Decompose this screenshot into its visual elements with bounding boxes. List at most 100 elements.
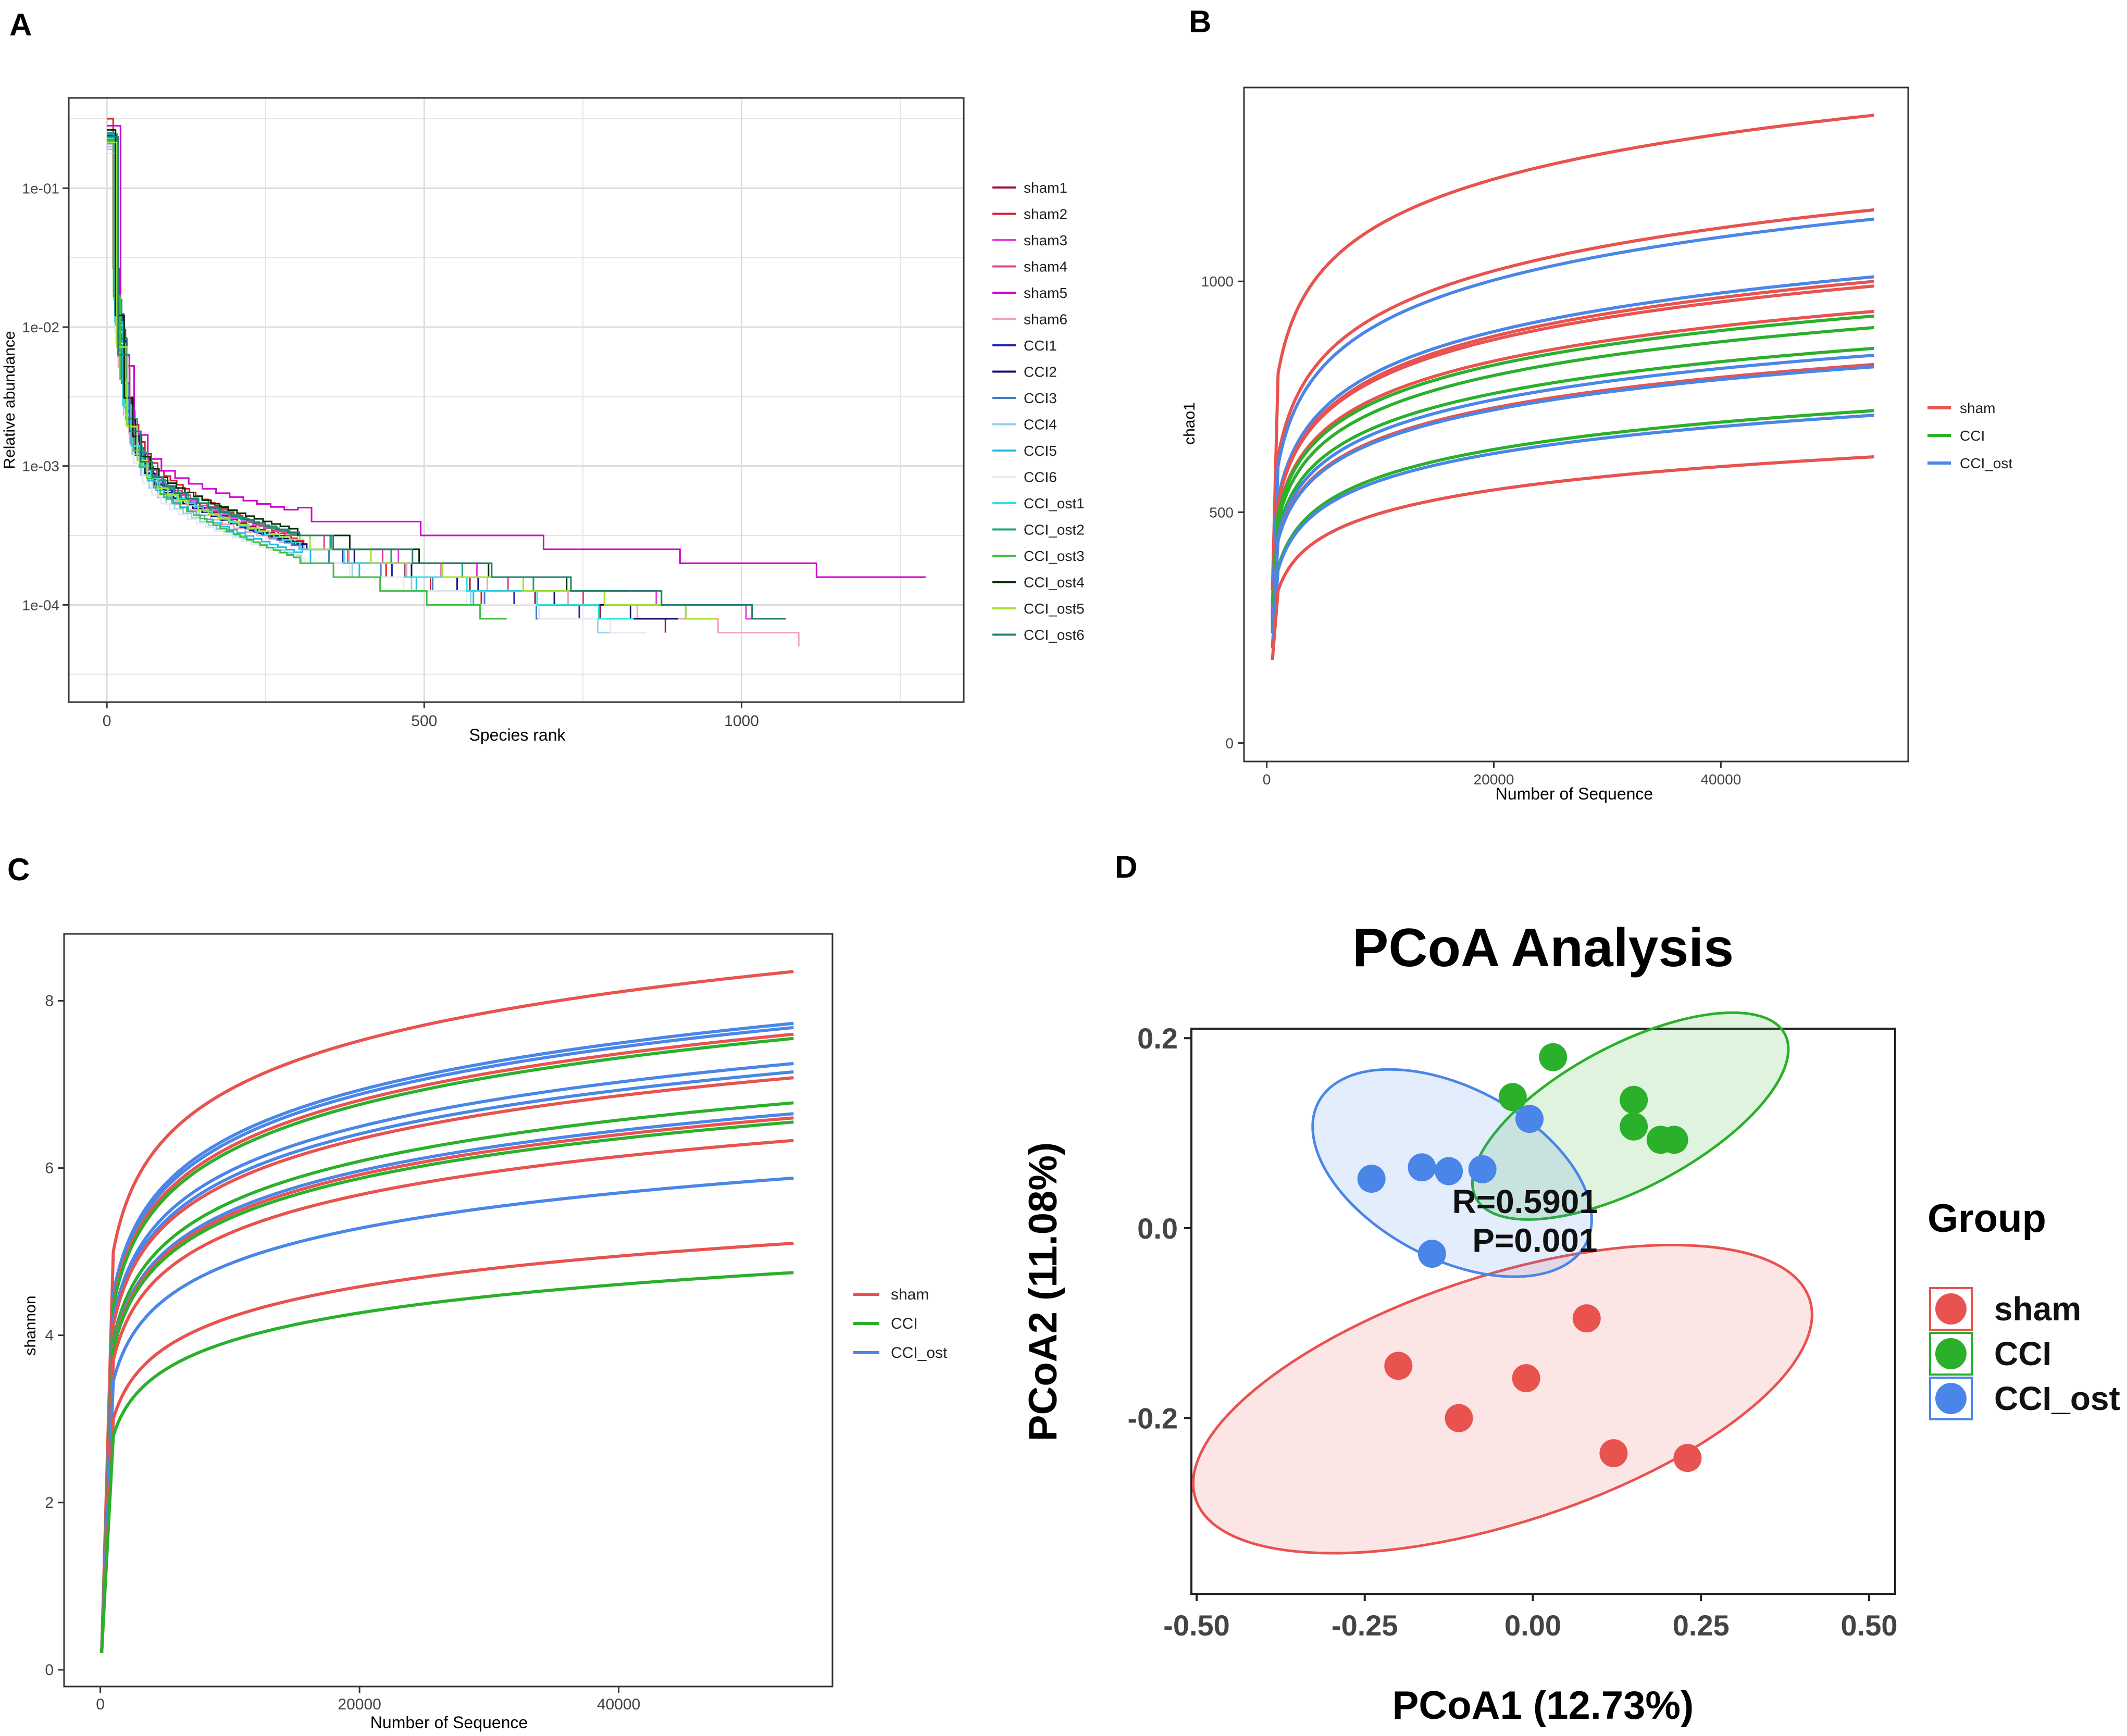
panel-d-point-CCI <box>1539 1043 1568 1071</box>
panel-b-series-line-CCI <box>1271 346 1874 628</box>
panel-b-chart: chao1 Number of Sequence 0 20000 40000 0 500… <box>1181 86 2012 803</box>
panel-d-legend-label: CCI_ost <box>1994 1380 2120 1417</box>
panel-c-plot-border <box>63 933 834 1688</box>
panel-c-series-line-CCI_ost <box>100 1026 794 1653</box>
panel-a-legend-label: CCI_ost6 <box>1024 627 1085 643</box>
panel-d-point-CCI_ost <box>1417 1240 1446 1268</box>
panel-d-legend-key-dot <box>1935 1338 1967 1369</box>
panel-c-series-line-CCI <box>100 1120 794 1653</box>
panel-a-series-line-CCI6 <box>107 153 646 634</box>
panel-a-legend-label: CCI_ost5 <box>1024 601 1085 617</box>
panel-a-y-tick-label: 1e-01 <box>22 180 59 196</box>
panel-d-point-CCI <box>1620 1112 1648 1141</box>
panel-d-legend-title: Group <box>1927 1196 2046 1241</box>
panel-d-point-sham <box>1599 1439 1628 1468</box>
panel-a-legend-label: sham5 <box>1024 285 1067 301</box>
panel-a-y-tick-label: 1e-03 <box>22 458 59 474</box>
panel-b-legend-label: CCI <box>1960 428 1985 444</box>
panel-a-legend-label: sham3 <box>1024 232 1067 248</box>
panel-d-point-CCI <box>1498 1083 1527 1111</box>
panel-c-series-line-sham <box>100 970 794 1653</box>
panel-c-series-line-CCI_ost <box>100 1061 794 1653</box>
panel-d-point-sham <box>1445 1404 1473 1432</box>
panel-d-point-CCI_ost <box>1515 1105 1544 1133</box>
panel-d-ellipse-sham <box>1192 1243 1813 1555</box>
panel-d-annotation: P=0.001 <box>1472 1222 1597 1259</box>
panel-d-x-tick-label: 0.50 <box>1841 1609 1898 1642</box>
panel-b-y-tick-label: 1000 <box>1201 273 1234 290</box>
panel-d-point-CCI_ost <box>1408 1153 1436 1182</box>
panel-d-point-CCI <box>1660 1126 1688 1154</box>
panel-d-point-sham <box>1512 1364 1540 1393</box>
panel-a-legend-label: CCI_ost3 <box>1024 548 1085 564</box>
panel-c-chart: shannon Number of Sequence 0 20000 40000 0 2… <box>22 933 948 1732</box>
panel-letter-a: A <box>9 7 32 42</box>
panel-d-x-tick-label: 0.25 <box>1673 1609 1730 1642</box>
panel-c-y-tick-label: 4 <box>45 1327 54 1344</box>
panel-a-y-tick-label: 1e-02 <box>22 319 59 335</box>
panel-d-annotation: R=0.5901 <box>1452 1183 1598 1220</box>
panel-b-xlabel: Number of Sequence <box>1496 784 1653 803</box>
panel-a-legend-label: CCI_ost2 <box>1024 522 1085 538</box>
panel-c-x-tick-label: 0 <box>96 1696 105 1713</box>
panel-d-point-CCI_ost <box>1357 1165 1386 1193</box>
panel-c-legend-label: sham <box>891 1286 929 1303</box>
panel-b-x-tick-label: 0 <box>1263 771 1271 788</box>
panel-a-plot-border <box>68 97 965 703</box>
panel-a-legend-label: CCI4 <box>1024 417 1057 433</box>
panel-b-series-line-sham <box>1271 284 1874 614</box>
panel-d-xlabel: PCoA1 (12.73%) <box>1392 1683 1694 1728</box>
panel-b-series-line-CCI_ost <box>1271 217 1874 605</box>
panel-c-series-line-sham <box>100 1076 794 1653</box>
panel-a-legend-label: sham2 <box>1024 206 1067 222</box>
panel-d-plot-border <box>1190 1028 1896 1595</box>
panel-a-legend-label: CCI3 <box>1024 390 1057 406</box>
panel-d-legend-key-dot <box>1935 1383 1967 1414</box>
panel-c-y-tick-label: 8 <box>45 992 54 1009</box>
panel-b-plot-border <box>1243 86 1909 763</box>
panel-a-legend-label: CCI_ost4 <box>1024 574 1085 591</box>
panel-c-legend-label: CCI_ost <box>891 1344 948 1362</box>
panel-letter-b: B <box>1189 4 1211 39</box>
panel-a-legend-label: CCI5 <box>1024 443 1057 459</box>
panel-b-series-line-CCI_ost <box>1271 365 1874 633</box>
panel-d-y-tick-label: 0.0 <box>1137 1212 1178 1245</box>
panel-d-point-CCI_ost <box>1468 1155 1497 1183</box>
panel-d-legend-key-dot <box>1935 1293 1967 1325</box>
panel-b-series-line-CCI_ost <box>1271 354 1874 630</box>
panel-b-y-tick-label: 0 <box>1225 735 1234 752</box>
panel-d-point-CCI <box>1620 1085 1648 1114</box>
panel-d-chart: PCoA Analysis PCoA2 (11.08%) PCoA1 (12.7… <box>1021 918 2120 1728</box>
panel-d-legend-label: CCI <box>1994 1335 2051 1372</box>
panel-letter-c: C <box>7 852 30 887</box>
panel-b-y-tick-label: 500 <box>1209 504 1234 520</box>
panel-d-legend-label: sham <box>1994 1290 2081 1328</box>
panel-d-x-tick-label: 0.00 <box>1504 1609 1561 1642</box>
panel-d-point-sham <box>1384 1352 1413 1380</box>
panel-a-legend-label: CCI2 <box>1024 364 1057 380</box>
panel-a-x-tick-label: 0 <box>103 713 111 730</box>
panel-d-title: PCoA Analysis <box>1352 918 1734 978</box>
panel-b-series-line-CCI <box>1271 326 1874 623</box>
panel-c-ylabel: shannon <box>22 1295 39 1355</box>
panel-a-series-line-sham5 <box>107 124 926 578</box>
panel-a-y-tick-label: 1e-04 <box>22 597 59 613</box>
panel-b-x-tick-label: 40000 <box>1700 771 1741 788</box>
panel-c-xlabel: Number of Sequence <box>370 1713 528 1732</box>
panel-b-series-line-sham <box>1271 114 1874 591</box>
panel-d-point-sham <box>1673 1444 1702 1472</box>
panel-a-xlabel: Species rank <box>469 726 566 744</box>
panel-b-series-line-sham <box>1271 208 1874 605</box>
panel-c-y-tick-label: 2 <box>45 1494 54 1512</box>
panel-b-series-line-CCI_ost <box>1271 275 1874 614</box>
panel-a-legend-label: sham1 <box>1024 180 1067 196</box>
panel-b-series-line-CCI_ost <box>1271 414 1874 649</box>
panel-a-legend-label: sham4 <box>1024 259 1067 275</box>
panel-c-y-tick-label: 0 <box>45 1662 54 1679</box>
panel-b-legend-label: CCI_ost <box>1960 455 2012 471</box>
panel-d-ylabel: PCoA2 (11.08%) <box>1021 1142 1065 1441</box>
panel-b-ylabel: chao1 <box>1181 402 1198 445</box>
panel-c-series-line-sham <box>100 1139 794 1653</box>
panel-a-x-tick-label: 500 <box>411 713 437 730</box>
